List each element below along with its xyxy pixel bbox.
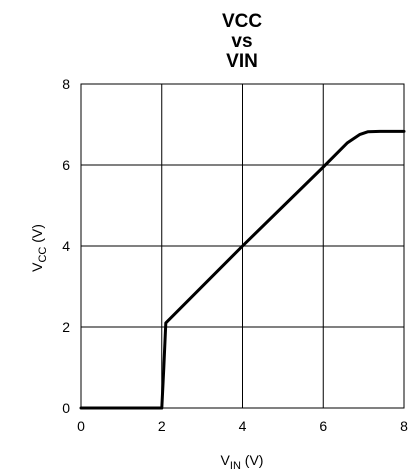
y-tick-label-2: 4 xyxy=(62,238,70,254)
x-tick-label-1: 2 xyxy=(158,418,166,434)
y-tick-labels: 0 2 4 6 8 xyxy=(62,76,70,416)
y-tick-label-3: 6 xyxy=(62,157,70,173)
x-axis-label-sub: IN xyxy=(230,460,241,472)
series-line-0 xyxy=(79,129,406,410)
y-tick-label-1: 2 xyxy=(62,319,70,335)
x-tick-label-0: 0 xyxy=(77,418,85,434)
y-axis-label-main: V xyxy=(29,262,45,272)
y-axis-label: VCC (V) xyxy=(29,224,49,272)
y-axis-label-sub: CC xyxy=(37,247,49,263)
x-tick-label-4: 8 xyxy=(400,418,408,434)
x-axis-label-unit: (V) xyxy=(241,452,264,468)
x-tick-labels: 0 2 4 6 8 xyxy=(77,418,408,434)
x-axis-label: VIN (V) xyxy=(221,452,264,472)
y-tick-label-0: 0 xyxy=(62,400,70,416)
x-axis-label-main: V xyxy=(221,452,231,468)
chart-title: VCC vs VIN xyxy=(222,11,262,72)
x-tick-label-2: 4 xyxy=(239,418,247,434)
y-axis-label-unit: (V) xyxy=(29,224,45,247)
x-tick-label-3: 6 xyxy=(319,418,327,434)
series-group xyxy=(79,129,406,410)
y-tick-label-4: 8 xyxy=(62,76,70,92)
chart-title-line-3: VIN xyxy=(226,51,258,72)
chart-title-line-1: VCC xyxy=(222,11,262,32)
chart-title-line-2: vs xyxy=(231,31,252,52)
plot-frame xyxy=(80,83,405,409)
